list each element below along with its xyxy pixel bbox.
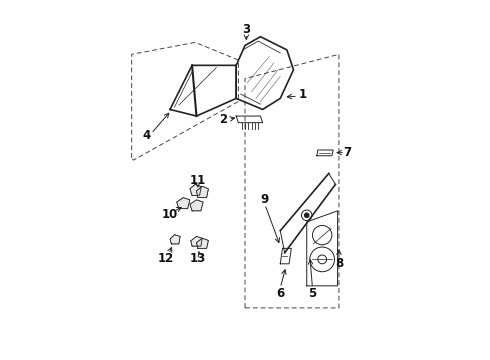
Text: 3: 3 bbox=[242, 23, 250, 36]
Polygon shape bbox=[177, 198, 190, 209]
Text: 1: 1 bbox=[298, 87, 306, 100]
Text: 11: 11 bbox=[190, 174, 206, 188]
Polygon shape bbox=[191, 237, 202, 246]
Polygon shape bbox=[196, 238, 208, 248]
Text: 7: 7 bbox=[343, 146, 352, 159]
Polygon shape bbox=[190, 184, 201, 195]
Text: 8: 8 bbox=[335, 257, 343, 270]
Text: 6: 6 bbox=[276, 287, 284, 300]
Polygon shape bbox=[196, 186, 208, 198]
Text: 2: 2 bbox=[219, 113, 227, 126]
Circle shape bbox=[305, 213, 309, 217]
Text: 13: 13 bbox=[190, 252, 206, 265]
Text: 10: 10 bbox=[162, 208, 178, 221]
Polygon shape bbox=[170, 235, 180, 244]
Text: 4: 4 bbox=[143, 129, 151, 143]
Polygon shape bbox=[190, 200, 203, 211]
Text: 12: 12 bbox=[157, 252, 174, 265]
Text: 9: 9 bbox=[261, 193, 269, 206]
Text: 5: 5 bbox=[308, 287, 317, 300]
